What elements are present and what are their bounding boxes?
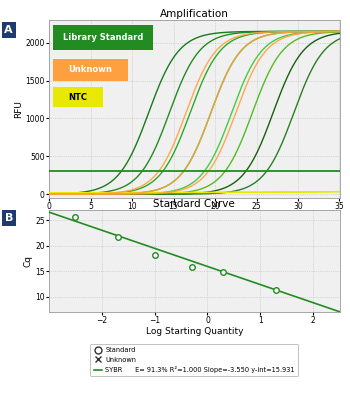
- Text: A: A: [5, 25, 13, 35]
- Point: [115, 233, 120, 240]
- Point: [72, 214, 78, 220]
- Text: Library Standard: Library Standard: [63, 33, 143, 42]
- Title: Amplification: Amplification: [160, 9, 229, 19]
- Bar: [53, 88, 103, 107]
- Y-axis label: RFU: RFU: [14, 100, 23, 118]
- Text: Unknown: Unknown: [69, 65, 112, 74]
- Legend: Standard, Unknown, SYBR      E= 91.3% R²=1.000 Slope=-3.550 y-int=15.931: Standard, Unknown, SYBR E= 91.3% R²=1.00…: [91, 344, 298, 376]
- Bar: [53, 24, 153, 50]
- Text: NTC: NTC: [69, 93, 88, 102]
- Bar: [53, 59, 128, 80]
- Text: B: B: [5, 213, 13, 223]
- Point: [273, 287, 279, 293]
- Y-axis label: Cq: Cq: [23, 255, 33, 267]
- Point: [152, 252, 158, 258]
- X-axis label: Cycles: Cycles: [180, 212, 209, 222]
- Title: Standard Curve: Standard Curve: [153, 199, 235, 209]
- X-axis label: Log Starting Quantity: Log Starting Quantity: [146, 326, 243, 336]
- Point: [189, 264, 194, 270]
- Point: [220, 269, 226, 276]
